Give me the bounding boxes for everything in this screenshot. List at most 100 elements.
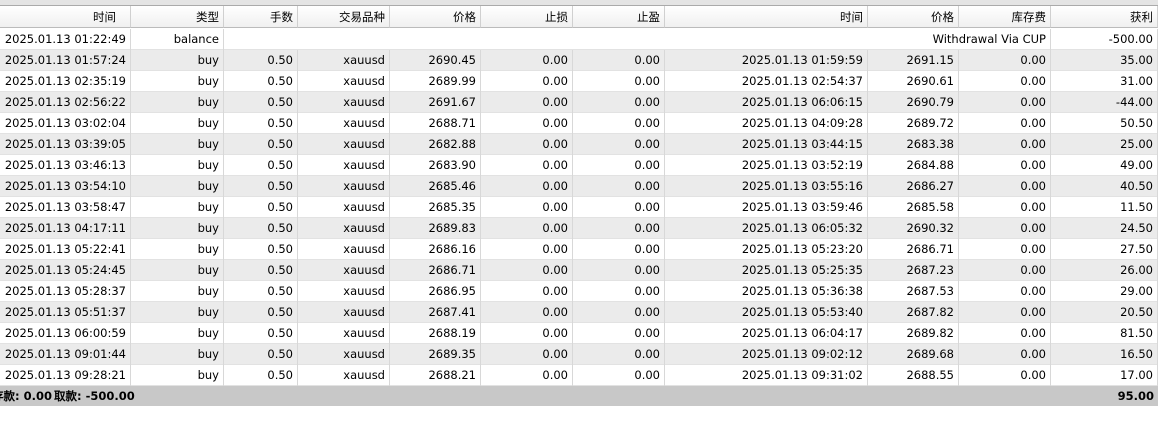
close-time: 2025.01.13 03:59:46: [665, 197, 868, 218]
comment: Withdrawal Via CUP: [224, 29, 1051, 50]
swap: 0.00: [959, 176, 1051, 197]
open-price: 2682.88: [390, 134, 481, 155]
open-price: 2691.67: [390, 92, 481, 113]
symbol: xauusd: [298, 197, 390, 218]
column-header[interactable]: 类型: [131, 6, 224, 28]
take-profit: 0.00: [573, 239, 665, 260]
open-time: 2025.01.13 02:35:19: [0, 71, 131, 92]
table-row[interactable]: 2025.01.13 04:17:11 buy 0.50 xauusd 2689.83 0…: [0, 218, 1158, 239]
stop-loss: 0.00: [481, 197, 573, 218]
type: buy: [131, 134, 224, 155]
table-row[interactable]: 2025.01.13 03:58:47 buy 0.50 xauusd 2685.35 0…: [0, 197, 1158, 218]
close-time: 2025.01.13 06:06:15: [665, 92, 868, 113]
close-time: 2025.01.13 03:44:15: [665, 134, 868, 155]
profit: 50.50: [1051, 113, 1158, 134]
take-profit: 0.00: [573, 92, 665, 113]
type: buy: [131, 113, 224, 134]
type: buy: [131, 260, 224, 281]
column-header[interactable]: 止损: [481, 6, 573, 28]
table-row[interactable]: 2025.01.13 03:02:04 buy 0.50 xauusd 2688.71 0…: [0, 113, 1158, 134]
close-time: 2025.01.13 04:09:28: [665, 113, 868, 134]
column-header[interactable]: 交易品种: [298, 6, 390, 28]
table-row[interactable]: 2025.01.13 01:22:49 balance Withdrawal Via…: [0, 29, 1158, 50]
type: buy: [131, 281, 224, 302]
swap: 0.00: [959, 365, 1051, 386]
top-strip: [0, 0, 1158, 6]
open-price: 2688.71: [390, 113, 481, 134]
close-price: 2686.71: [868, 239, 959, 260]
symbol: xauusd: [298, 302, 390, 323]
lots: 0.50: [224, 113, 298, 134]
table-row[interactable]: 2025.01.13 05:51:37 buy 0.50 xauusd 2687.41 0…: [0, 302, 1158, 323]
type: balance: [131, 29, 224, 50]
table-row[interactable]: 2025.01.13 03:39:05 buy 0.50 xauusd 2682.88 0…: [0, 134, 1158, 155]
table-row[interactable]: 2025.01.13 09:28:21 buy 0.50 xauusd 2688.21 0…: [0, 365, 1158, 386]
column-header[interactable]: 时间: [0, 6, 131, 28]
stop-loss: 0.00: [481, 134, 573, 155]
swap: 0.00: [959, 323, 1051, 344]
column-header[interactable]: 价格: [868, 6, 959, 28]
take-profit: 0.00: [573, 113, 665, 134]
symbol: xauusd: [298, 260, 390, 281]
profit: 11.50: [1051, 197, 1158, 218]
swap: 0.00: [959, 281, 1051, 302]
table-row[interactable]: 2025.01.13 02:35:19 buy 0.50 xauusd 2689.99 0…: [0, 71, 1158, 92]
close-price: 2687.82: [868, 302, 959, 323]
lots: 0.50: [224, 260, 298, 281]
take-profit: 0.00: [573, 71, 665, 92]
time: 2025.01.13 01:22:49: [0, 29, 131, 50]
close-price: 2690.79: [868, 92, 959, 113]
open-time: 2025.01.13 05:51:37: [0, 302, 131, 323]
swap: 0.00: [959, 92, 1051, 113]
type: buy: [131, 92, 224, 113]
symbol: xauusd: [298, 113, 390, 134]
column-header[interactable]: 手数: [224, 6, 298, 28]
take-profit: 0.00: [573, 260, 665, 281]
profit: 26.00: [1051, 260, 1158, 281]
swap: 0.00: [959, 71, 1051, 92]
table-row[interactable]: 2025.01.13 05:28:37 buy 0.50 xauusd 2686.95 0…: [0, 281, 1158, 302]
take-profit: 0.00: [573, 365, 665, 386]
column-header[interactable]: 止盈: [573, 6, 665, 28]
close-time: 2025.01.13 05:23:20: [665, 239, 868, 260]
close-price: 2683.38: [868, 134, 959, 155]
open-price: 2690.45: [390, 50, 481, 71]
table-row[interactable]: 2025.01.13 05:24:45 buy 0.50 xauusd 2686.71 0…: [0, 260, 1158, 281]
column-header[interactable]: 时间: [665, 6, 868, 28]
lots: 0.50: [224, 365, 298, 386]
profit: -44.00: [1051, 92, 1158, 113]
profit: 16.50: [1051, 344, 1158, 365]
stop-loss: 0.00: [481, 281, 573, 302]
table-row[interactable]: 2025.01.13 03:54:10 buy 0.50 xauusd 2685.46 0…: [0, 176, 1158, 197]
table-row[interactable]: 2025.01.13 06:00:59 buy 0.50 xauusd 2688.19 0…: [0, 323, 1158, 344]
table-row[interactable]: 2025.01.13 09:01:44 buy 0.50 xauusd 2689.35 0…: [0, 344, 1158, 365]
column-header[interactable]: 价格: [390, 6, 481, 28]
table-row[interactable]: 2025.01.13 05:22:41 buy 0.50 xauusd 2686.16 0…: [0, 239, 1158, 260]
stop-loss: 0.00: [481, 260, 573, 281]
lots: 0.50: [224, 71, 298, 92]
column-header[interactable]: 获利: [1051, 6, 1158, 28]
close-price: 2690.61: [868, 71, 959, 92]
symbol: xauusd: [298, 71, 390, 92]
close-price: 2690.32: [868, 218, 959, 239]
take-profit: 0.00: [573, 155, 665, 176]
column-header[interactable]: 库存费: [959, 6, 1051, 28]
symbol: xauusd: [298, 92, 390, 113]
close-price: 2689.72: [868, 113, 959, 134]
open-price: 2686.71: [390, 260, 481, 281]
close-price: 2689.68: [868, 344, 959, 365]
stop-loss: 0.00: [481, 92, 573, 113]
open-time: 2025.01.13 02:56:22: [0, 92, 131, 113]
table-row[interactable]: 2025.01.13 02:56:22 buy 0.50 xauusd 2691.67 0…: [0, 92, 1158, 113]
profit: 24.50: [1051, 218, 1158, 239]
close-price: 2691.15: [868, 50, 959, 71]
take-profit: 0.00: [573, 176, 665, 197]
stop-loss: 0.00: [481, 71, 573, 92]
lots: 0.50: [224, 92, 298, 113]
table-row[interactable]: 2025.01.13 01:57:24 buy 0.50 xauusd 2690.45 0…: [0, 50, 1158, 71]
swap: 0.00: [959, 260, 1051, 281]
open-time: 2025.01.13 03:54:10: [0, 176, 131, 197]
type: buy: [131, 71, 224, 92]
table-row[interactable]: 2025.01.13 03:46:13 buy 0.50 xauusd 2683.90 0…: [0, 155, 1158, 176]
symbol: xauusd: [298, 176, 390, 197]
